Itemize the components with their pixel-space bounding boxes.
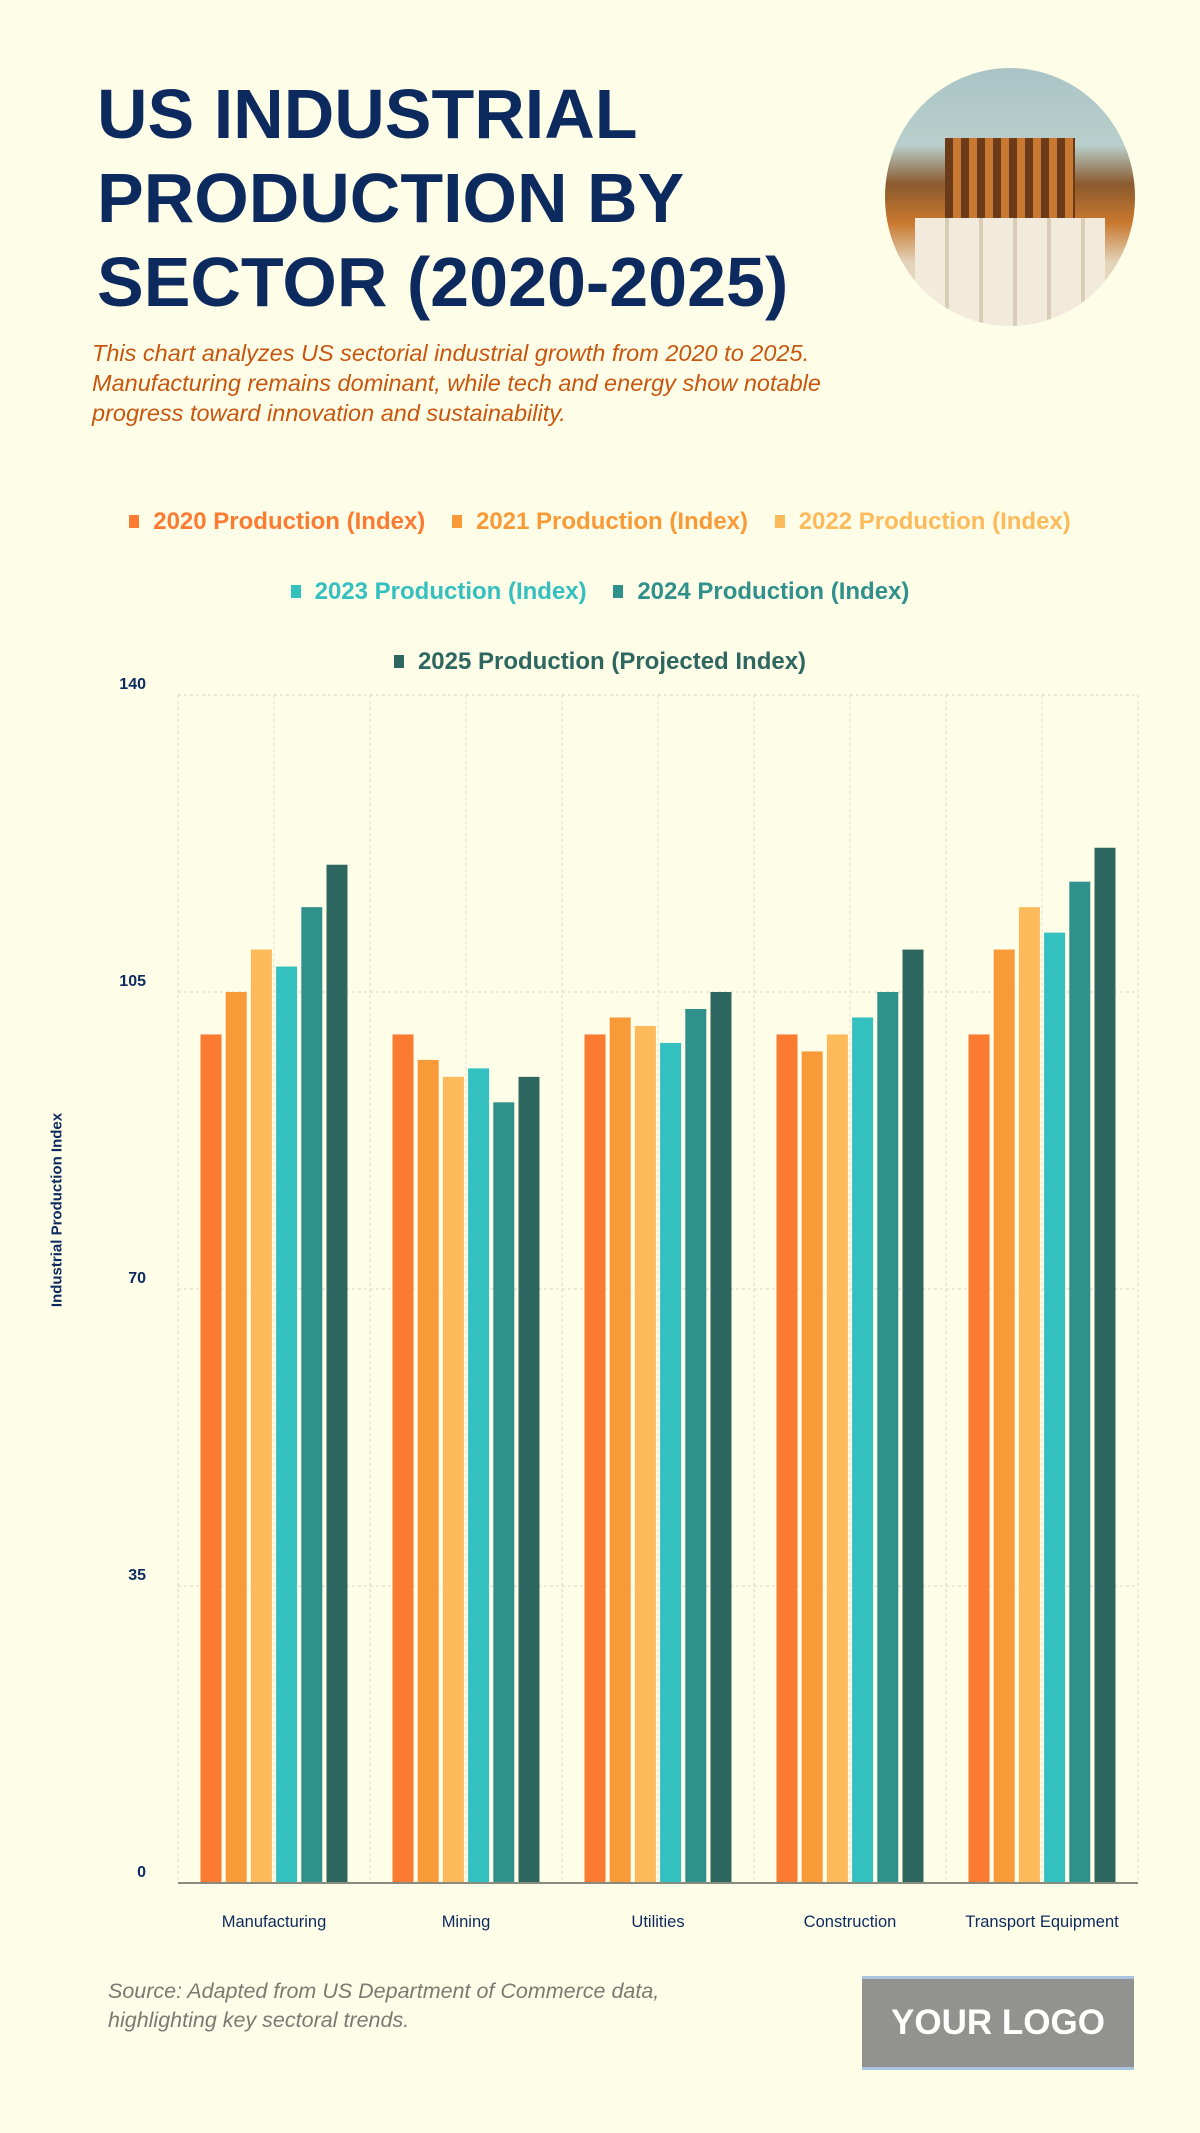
legend-swatch (129, 515, 140, 528)
legend-item: 2020 Production (Index) (129, 508, 425, 536)
bar (801, 1051, 823, 1883)
bar (826, 1034, 848, 1883)
bar (660, 1042, 682, 1883)
bar (710, 992, 732, 1883)
bar (417, 1059, 439, 1883)
bar (1044, 932, 1066, 1883)
legend-item: 2022 Production (Index) (774, 508, 1071, 536)
bar (584, 1034, 606, 1883)
bar (493, 1102, 515, 1883)
legend-swatch (613, 585, 624, 598)
logo-placeholder: YOUR LOGO (862, 1976, 1134, 2070)
page-subtitle: This chart analyzes US sectorial industr… (92, 340, 821, 426)
industrial-photo (885, 68, 1135, 326)
bar (685, 1008, 707, 1883)
legend-item: 2023 Production (Index) (290, 578, 587, 606)
bar (442, 1076, 464, 1883)
bar (468, 1068, 490, 1883)
source-note: Source: Adapted from US Department of Co… (108, 1979, 660, 2032)
legend-label: 2025 Production (Projected Index) (417, 648, 807, 675)
x-tick-label: Transport Equipment (965, 1913, 1119, 1931)
legend-label: 2021 Production (Index) (475, 508, 749, 535)
y-tick-label: 35 (128, 1567, 146, 1584)
legend-item: 2021 Production (Index) (451, 508, 749, 536)
legend-swatch (774, 515, 785, 528)
bar (392, 1034, 414, 1883)
bar (250, 949, 272, 1883)
legend-row-1: 2020 Production (Index) 2021 Production … (0, 508, 1200, 536)
bar (1069, 881, 1091, 1883)
legend-label: 2023 Production (Index) (314, 578, 587, 605)
legend-label: 2022 Production (Index) (798, 508, 1071, 535)
legend-label: 2024 Production (Index) (637, 578, 910, 605)
x-tick-label: Mining (442, 1913, 491, 1931)
legend-swatch (290, 585, 301, 598)
bar (609, 1017, 631, 1883)
legend-row-2: 2023 Production (Index) 2024 Production … (0, 578, 1200, 606)
legend-label: 2020 Production (Index) (153, 508, 426, 535)
bar (518, 1076, 540, 1883)
bar (1094, 847, 1116, 1883)
bar (301, 907, 323, 1883)
bar (225, 992, 247, 1883)
bar (852, 1017, 874, 1883)
bar (276, 966, 298, 1883)
legend-swatch (451, 515, 462, 528)
x-tick-label: Utilities (631, 1913, 684, 1931)
bar (877, 992, 899, 1883)
bar (634, 1025, 656, 1883)
y-tick-label: 105 (119, 973, 146, 990)
bar (326, 864, 348, 1883)
bar (902, 949, 924, 1883)
x-tick-label: Construction (804, 1913, 897, 1931)
bar (776, 1034, 798, 1883)
page-title: US INDUSTRIAL PRODUCTION BY SECTOR (2020… (97, 75, 789, 321)
bar (1018, 907, 1040, 1883)
y-tick-label: 70 (128, 1270, 146, 1287)
x-tick-label: Manufacturing (222, 1913, 327, 1931)
legend-item: 2024 Production (Index) (613, 578, 909, 606)
y-tick-label: 140 (119, 676, 146, 693)
bar (968, 1034, 990, 1883)
legend-item: 2025 Production (Projected Index) (393, 648, 807, 676)
bar (200, 1034, 222, 1883)
legend-row-3: 2025 Production (Projected Index) (0, 648, 1200, 676)
bar (993, 949, 1015, 1883)
legend-swatch (393, 655, 404, 668)
y-tick-label: 0 (137, 1864, 146, 1881)
